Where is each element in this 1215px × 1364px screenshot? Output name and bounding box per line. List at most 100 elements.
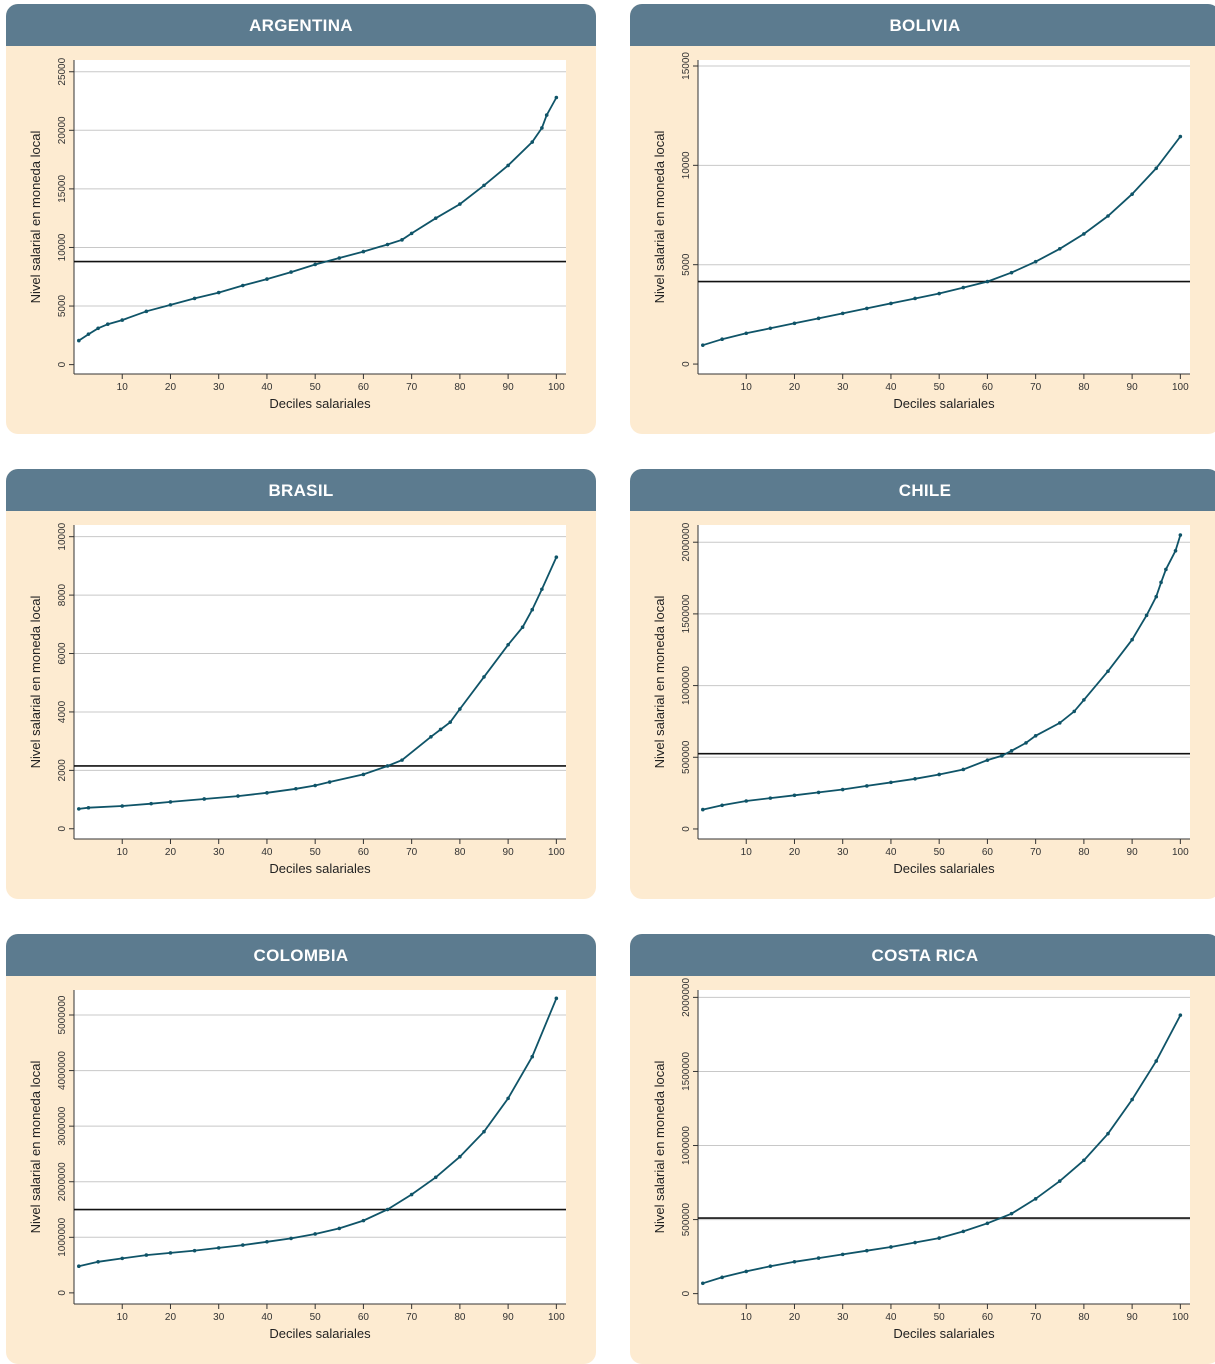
y-tick-label: 1500000 xyxy=(681,1052,692,1091)
data-point xyxy=(361,249,366,254)
data-point xyxy=(913,1240,917,1245)
data-point xyxy=(840,787,845,792)
chart-brasil: 0 2000 4000 6000 8000 10000 10 20 30 40 50 60 70 80 90… xyxy=(28,522,566,876)
data-point xyxy=(400,238,404,242)
x-tick-label: 70 xyxy=(1030,847,1042,858)
x-tick-label: 70 xyxy=(1030,1312,1042,1323)
y-tick-label: 500000 xyxy=(681,1202,692,1236)
x-tick-label: 10 xyxy=(117,1312,129,1323)
y-tick-label: 2000000 xyxy=(681,978,692,1017)
y-tick-label: 0 xyxy=(57,826,68,832)
data-point xyxy=(168,800,173,804)
data-point xyxy=(400,758,404,762)
data-point xyxy=(361,772,366,777)
y-tick-label: 25000 xyxy=(57,57,68,85)
data-point xyxy=(1159,580,1163,585)
data-point xyxy=(120,804,125,808)
x-tick-label: 30 xyxy=(837,847,849,858)
x-tick-label: 50 xyxy=(934,382,946,393)
y-axis-label: Nivel salarial en moneda local xyxy=(652,131,667,304)
series-line xyxy=(702,534,1182,811)
data-point xyxy=(720,1275,724,1280)
data-point xyxy=(337,1226,342,1231)
data-point xyxy=(1130,192,1134,196)
y-axis-label: Nivel salarial en moneda local xyxy=(652,596,667,769)
x-tick-label: 10 xyxy=(117,382,129,393)
x-tick-label: 80 xyxy=(1078,382,1090,393)
data-point xyxy=(1106,1131,1110,1136)
data-point xyxy=(458,202,462,206)
x-tick-label: 10 xyxy=(741,847,753,858)
data-point xyxy=(554,95,559,100)
data-point xyxy=(86,805,91,810)
x-axis-label: Deciles salariales xyxy=(269,1326,371,1341)
x-tick-label: 40 xyxy=(885,1312,897,1323)
chart-colombia: 0 1000000 2000000 3000000 4000000 5000000 10 20… xyxy=(28,990,566,1341)
data-point xyxy=(961,285,966,290)
x-tick-label: 50 xyxy=(934,847,946,858)
data-point xyxy=(768,796,773,800)
data-point xyxy=(816,316,821,321)
y-tick-label: 0 xyxy=(681,361,692,367)
data-point xyxy=(1072,709,1077,714)
y-tick-label: 4000 xyxy=(57,700,68,723)
data-point xyxy=(1033,733,1038,738)
data-point xyxy=(105,322,110,327)
data-point xyxy=(720,337,724,342)
data-point xyxy=(337,256,342,260)
x-tick-label: 80 xyxy=(454,1312,466,1323)
y-tick-label: 4000000 xyxy=(57,1051,68,1090)
x-tick-label: 60 xyxy=(358,382,370,393)
data-point xyxy=(241,1243,245,1247)
data-point xyxy=(701,343,705,347)
x-axis-label: Deciles salariales xyxy=(269,861,371,876)
data-point xyxy=(701,807,705,812)
x-tick-label: 60 xyxy=(982,382,994,393)
data-point xyxy=(937,772,941,777)
data-point xyxy=(482,183,486,188)
data-point xyxy=(448,720,453,724)
x-tick-label: 10 xyxy=(741,382,753,393)
data-point xyxy=(327,780,332,784)
data-point xyxy=(241,283,245,288)
x-tick-label: 80 xyxy=(1078,1312,1090,1323)
data-point xyxy=(1178,134,1183,139)
x-tick-label: 60 xyxy=(982,1312,994,1323)
data-point xyxy=(294,786,298,791)
x-tick-label: 90 xyxy=(503,1312,515,1323)
data-point xyxy=(96,326,100,331)
data-point xyxy=(506,642,510,647)
series-line xyxy=(78,556,558,810)
x-tick-label: 90 xyxy=(503,847,515,858)
data-point xyxy=(458,1154,462,1159)
x-tick-label: 30 xyxy=(213,1312,225,1323)
y-tick-label: 1000000 xyxy=(681,666,692,705)
data-point xyxy=(720,803,724,808)
data-point xyxy=(1024,741,1028,745)
panel-brasil: BRASIL 0 2000 4000 6000 8000 10000 10 20 30 40 50 6… xyxy=(6,469,596,899)
y-tick-label: 0 xyxy=(681,826,692,832)
data-point xyxy=(482,675,486,679)
data-point xyxy=(530,140,535,144)
data-point xyxy=(1144,613,1149,618)
x-tick-label: 40 xyxy=(261,382,273,393)
data-point xyxy=(840,311,845,316)
data-point xyxy=(889,301,893,306)
data-point xyxy=(1033,1197,1038,1201)
plot-area xyxy=(698,60,1190,374)
data-point xyxy=(865,306,869,311)
data-point xyxy=(265,791,269,795)
data-point xyxy=(1082,698,1086,702)
data-point xyxy=(1130,637,1134,642)
data-point xyxy=(913,776,917,781)
plot-area xyxy=(698,990,1190,1304)
data-point xyxy=(482,1129,486,1134)
x-tick-label: 20 xyxy=(165,382,177,393)
data-point xyxy=(1082,1158,1086,1163)
y-tick-label: 5000 xyxy=(57,294,68,317)
data-point xyxy=(77,807,81,811)
x-tick-label: 100 xyxy=(548,847,565,858)
data-point xyxy=(1009,749,1014,753)
data-point xyxy=(937,1236,941,1240)
data-point xyxy=(913,296,917,301)
